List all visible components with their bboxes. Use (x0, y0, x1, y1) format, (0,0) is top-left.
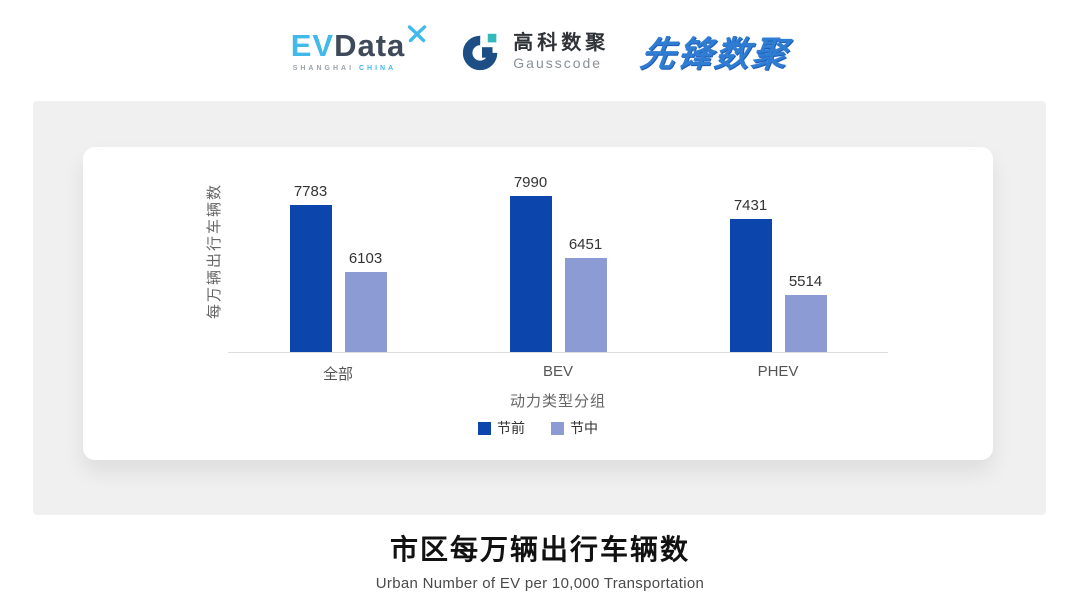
chart-footer: 市区每万辆出行车辆数 Urban Number of EV per 10,000… (0, 528, 1080, 592)
bar-节中 (344, 272, 387, 352)
bar-节中 (784, 295, 827, 352)
bar-group: 7431 5514 (668, 157, 888, 352)
y-axis-label: 每万辆出行车辆数 (206, 183, 223, 320)
bar-column: 6451 (564, 236, 607, 352)
bar-节前 (729, 219, 772, 352)
evdata-wordmark-ev: EV (290, 28, 335, 63)
bar-节前 (509, 196, 552, 352)
legend-swatch-icon (478, 421, 491, 435)
evdata-tagline-china: CHINA (359, 65, 397, 72)
evdata-logo: EV Data SHANGHAI CHINA (290, 25, 429, 72)
chart-title: 市区每万辆出行车辆数 (389, 534, 690, 565)
legend-swatch-icon (551, 421, 564, 435)
pioneer-logo: 先锋数聚 (638, 26, 791, 77)
value-label: 7990 (513, 174, 548, 191)
legend-item-节中[interactable]: 节中 (551, 418, 598, 438)
legend-label: 节前 (497, 420, 525, 436)
bar-节前 (289, 205, 332, 352)
bar-group: 7990 6451 (448, 157, 668, 352)
value-label: 5514 (788, 273, 823, 290)
pioneer-wordmark: 先锋数聚 (638, 34, 792, 74)
brand-header: EV Data SHANGHAI CHINA 高科数聚 Gausscode 先锋… (0, 16, 1080, 86)
gausscode-name-en: Gausscode (513, 54, 603, 71)
legend-item-节前[interactable]: 节前 (478, 418, 525, 438)
chart-panel: 每万辆出行车辆数 7783 6103 7990 6451 7431 5514 全部 BEV P… (33, 101, 1046, 515)
bar-column: 6103 (344, 250, 387, 352)
value-label: 6451 (568, 236, 603, 253)
evdata-sparkle-icon (408, 25, 427, 43)
category-label: PHEV (757, 363, 799, 380)
value-label: 7431 (733, 197, 768, 214)
plot-area: 7783 6103 7990 6451 7431 5514 (228, 157, 888, 353)
chart-card: 每万辆出行车辆数 7783 6103 7990 6451 7431 5514 全部 BEV P… (83, 147, 993, 460)
bar-group: 7783 6103 (228, 157, 448, 352)
gausscode-name-cn: 高科数聚 (513, 31, 610, 54)
evdata-tagline: SHANGHAI CHINA (293, 65, 396, 72)
legend-label: 节中 (570, 420, 598, 436)
bar-column: 7783 (289, 183, 332, 352)
chart-subtitle: Urban Number of EV per 10,000 Transporta… (375, 575, 705, 592)
gausscode-g-icon (463, 33, 498, 71)
category-label: BEV (542, 363, 573, 380)
bar-column: 7431 (729, 197, 772, 352)
value-label: 6103 (348, 250, 383, 267)
value-label: 7783 (293, 183, 328, 200)
category-label: 全部 (322, 366, 353, 383)
legend: 节前 节中 (83, 418, 993, 438)
bar-节中 (564, 258, 607, 352)
bar-column: 5514 (784, 273, 827, 352)
x-axis-title: 动力类型分组 (509, 393, 606, 410)
evdata-tagline-shanghai: SHANGHAI (292, 65, 355, 72)
gausscode-logo: 高科数聚 Gausscode (460, 28, 609, 74)
evdata-wordmark: EV Data (290, 25, 429, 63)
bar-column: 7990 (509, 174, 552, 352)
category-row: 全部 BEV PHEV (228, 363, 888, 384)
evdata-wordmark-data: Data (334, 28, 406, 63)
gausscode-wordmark: 高科数聚 Gausscode (513, 32, 609, 71)
